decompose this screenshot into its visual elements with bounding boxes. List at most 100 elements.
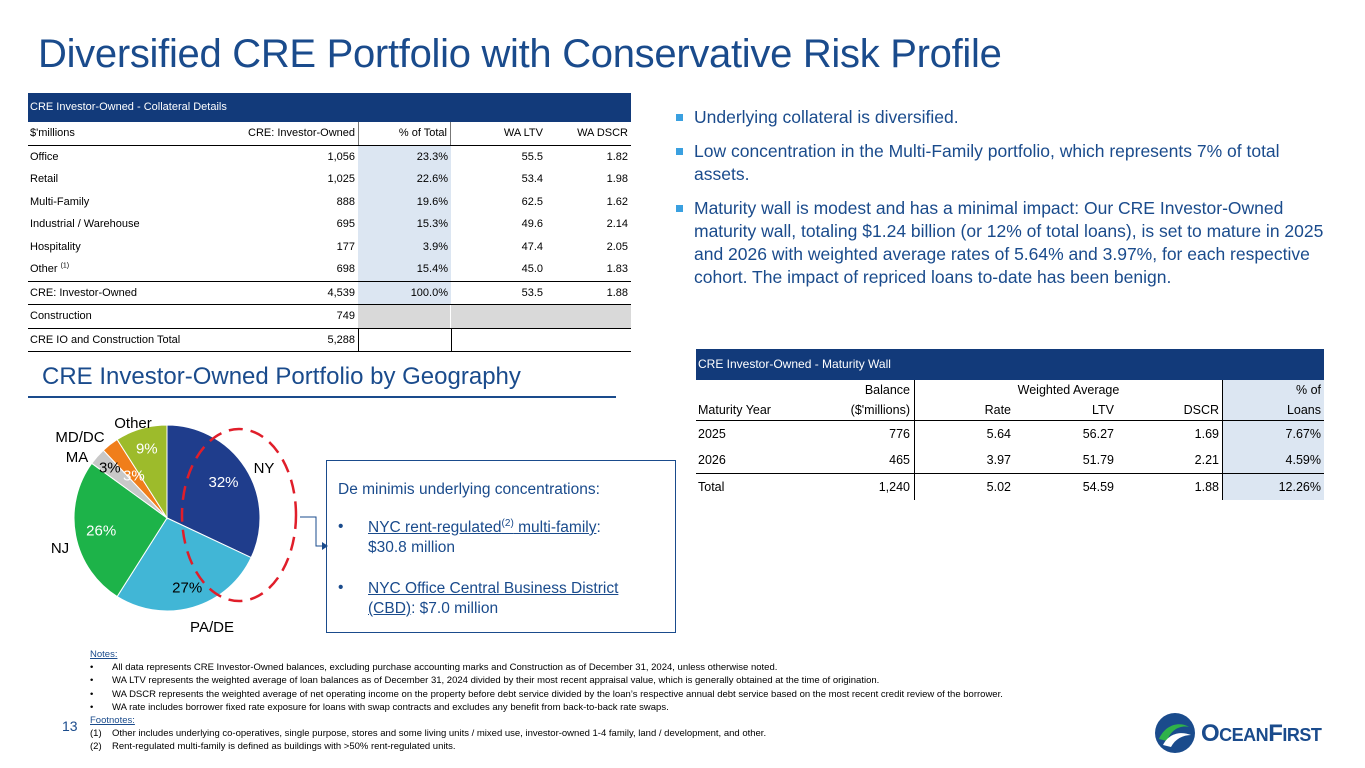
cell: 62.5	[451, 191, 546, 214]
cell-text: Industrial / Warehouse	[30, 218, 140, 230]
cell: 100.0%	[358, 281, 451, 304]
cell-text: 2.05	[606, 240, 628, 253]
table-row: Other (1) 698 15.4% 45.0 1.83	[28, 258, 631, 281]
logo-letters: CEAN	[1219, 725, 1269, 745]
row-label: Hospitality	[28, 236, 214, 259]
cell-text: 15.3%	[416, 218, 448, 230]
cell-text: 695	[336, 218, 355, 230]
maturity-header-row-2: Maturity Year ($'millions) Rate LTV DSCR…	[696, 400, 1324, 421]
cell: 177	[214, 236, 358, 259]
connector-arrow-icon	[322, 542, 328, 550]
cell: 1.69	[1117, 421, 1223, 447]
cell-text: 2.14	[606, 218, 628, 230]
cell: 55.5	[451, 146, 546, 169]
cell: 22.6%	[358, 168, 451, 191]
pie-data-label: 3%	[99, 460, 121, 477]
bullet-icon: •	[90, 701, 94, 713]
pie-slice-pade	[116, 517, 252, 612]
column-group-header: Weighted Average	[915, 380, 1223, 400]
square-bullet-icon	[676, 114, 683, 121]
table-row: 2025 776 5.64 56.27 1.69 7.67%	[696, 421, 1324, 447]
row-label: 2025	[698, 427, 726, 441]
cell-text: 1.82	[606, 150, 628, 163]
concentration-callout: De minimis underlying concentrations: • …	[326, 460, 676, 633]
row-label: Office	[28, 146, 214, 169]
row-label: Construction	[30, 310, 92, 322]
oceanfirst-wave-icon	[1155, 713, 1195, 753]
cell	[546, 305, 631, 328]
bullet-icon: •	[338, 518, 344, 535]
cell: 15.3%	[358, 213, 451, 236]
column-header: $'millions	[30, 127, 75, 139]
cell: 4,539	[327, 286, 355, 299]
cell: 56.27	[1082, 427, 1114, 441]
key-point: Low concentration in the Multi-Family po…	[676, 140, 1336, 186]
table-row: Industrial / Warehouse 695 15.3% 49.6 2.14	[28, 213, 631, 236]
pie-slice-ny	[166, 424, 261, 559]
note-item: • WA rate includes borrower fixed rate ex…	[90, 701, 1003, 714]
callout-value: $30.8 million	[368, 539, 456, 556]
cell	[358, 305, 451, 328]
table-row: 2026 465 3.97 51.79 2.21 4.59%	[696, 447, 1324, 473]
footnote-ref: (2)	[501, 517, 514, 529]
cell-text: 47.4	[521, 240, 543, 253]
callout-item-office-cbd: • NYC Office Central Business District (…	[338, 579, 668, 619]
key-point: Maturity wall is modest and has a minima…	[676, 197, 1336, 289]
maturity-wall-table: CRE Investor-Owned - Maturity Wall Balan…	[696, 349, 1324, 500]
pie-slice-other	[116, 424, 168, 520]
logo-letters: IRST	[1282, 725, 1322, 745]
office-cbd-link[interactable]: NYC Office Central Business District (CB…	[368, 580, 619, 617]
cell-text: 23.3%	[416, 150, 448, 163]
cre-total-row: CRE IO and Construction Total 5,288	[28, 327, 631, 352]
collateral-total-row: CRE: Investor-Owned 4,539 100.0% 53.5 1.…	[28, 280, 631, 304]
logo-letter: O	[1201, 720, 1220, 747]
pie-data-label: 27%	[172, 580, 202, 597]
collateral-column-headers: $'millions CRE: Investor-Owned % of Tota…	[28, 122, 631, 146]
key-point-text: Maturity wall is modest and has a minima…	[694, 198, 1324, 287]
cell: 49.6	[451, 213, 546, 236]
row-label: Industrial / Warehouse	[28, 213, 214, 236]
maturity-header-row-1: Balance Weighted Average % of	[696, 380, 1324, 400]
pie-data-label: 26%	[86, 523, 116, 540]
row-label: Total	[698, 480, 725, 494]
column-header: Rate	[984, 403, 1011, 417]
footnote-mark: (1)	[90, 728, 102, 740]
footnote-item: (1) Other includes underlying co-operativ…	[90, 727, 1003, 740]
cell: 3.97	[986, 453, 1011, 467]
cell: 1.88	[1117, 474, 1223, 500]
cell	[696, 380, 821, 400]
notes-section: Notes: • All data represents CRE Investor…	[90, 648, 1003, 754]
cell-text: Hospitality	[30, 240, 81, 253]
cell-text: 19.6%	[416, 195, 448, 208]
pie-data-label: 9%	[136, 440, 158, 457]
pie-slice-nj	[73, 462, 168, 598]
cell-text: 55.5	[521, 150, 543, 163]
key-point-text: Underlying collateral is diversified.	[694, 107, 959, 127]
cell-text: 53.4	[521, 173, 543, 185]
geography-underline	[28, 396, 616, 398]
cell-text: 45.0	[521, 263, 543, 275]
pie-category-label: PA/DE	[190, 619, 234, 636]
cell: 54.59	[1082, 480, 1114, 494]
cell: 3.9%	[358, 235, 451, 258]
cell: 1,025	[214, 168, 358, 191]
callout-connector-line	[300, 516, 322, 547]
column-header: WA LTV	[503, 127, 543, 139]
cell: 45.0	[451, 258, 546, 281]
cell-text: 49.6	[521, 218, 543, 230]
column-header: % of Total	[358, 122, 451, 145]
cell-text: Multi-Family	[30, 195, 90, 208]
cell	[546, 329, 631, 352]
rent-regulated-link[interactable]: NYC rent-regulated(2) multi-family	[368, 517, 596, 536]
note-text: WA LTV represents the weighted average o…	[112, 675, 880, 687]
column-header: CRE: Investor-Owned	[248, 127, 355, 139]
note-item: • WA DSCR represents the weighted average…	[90, 688, 1003, 701]
key-point-text: Low concentration in the Multi-Family po…	[694, 141, 1280, 184]
cell	[451, 328, 546, 351]
note-text: WA DSCR represents the weighted average …	[112, 688, 1003, 700]
cell: 1.82	[546, 146, 631, 169]
cell-text: Other	[30, 263, 58, 275]
cell-text: Office	[30, 150, 59, 163]
page-title: Diversified CRE Portfolio with Conservat…	[38, 32, 1002, 76]
row-label: 2026	[698, 453, 726, 467]
